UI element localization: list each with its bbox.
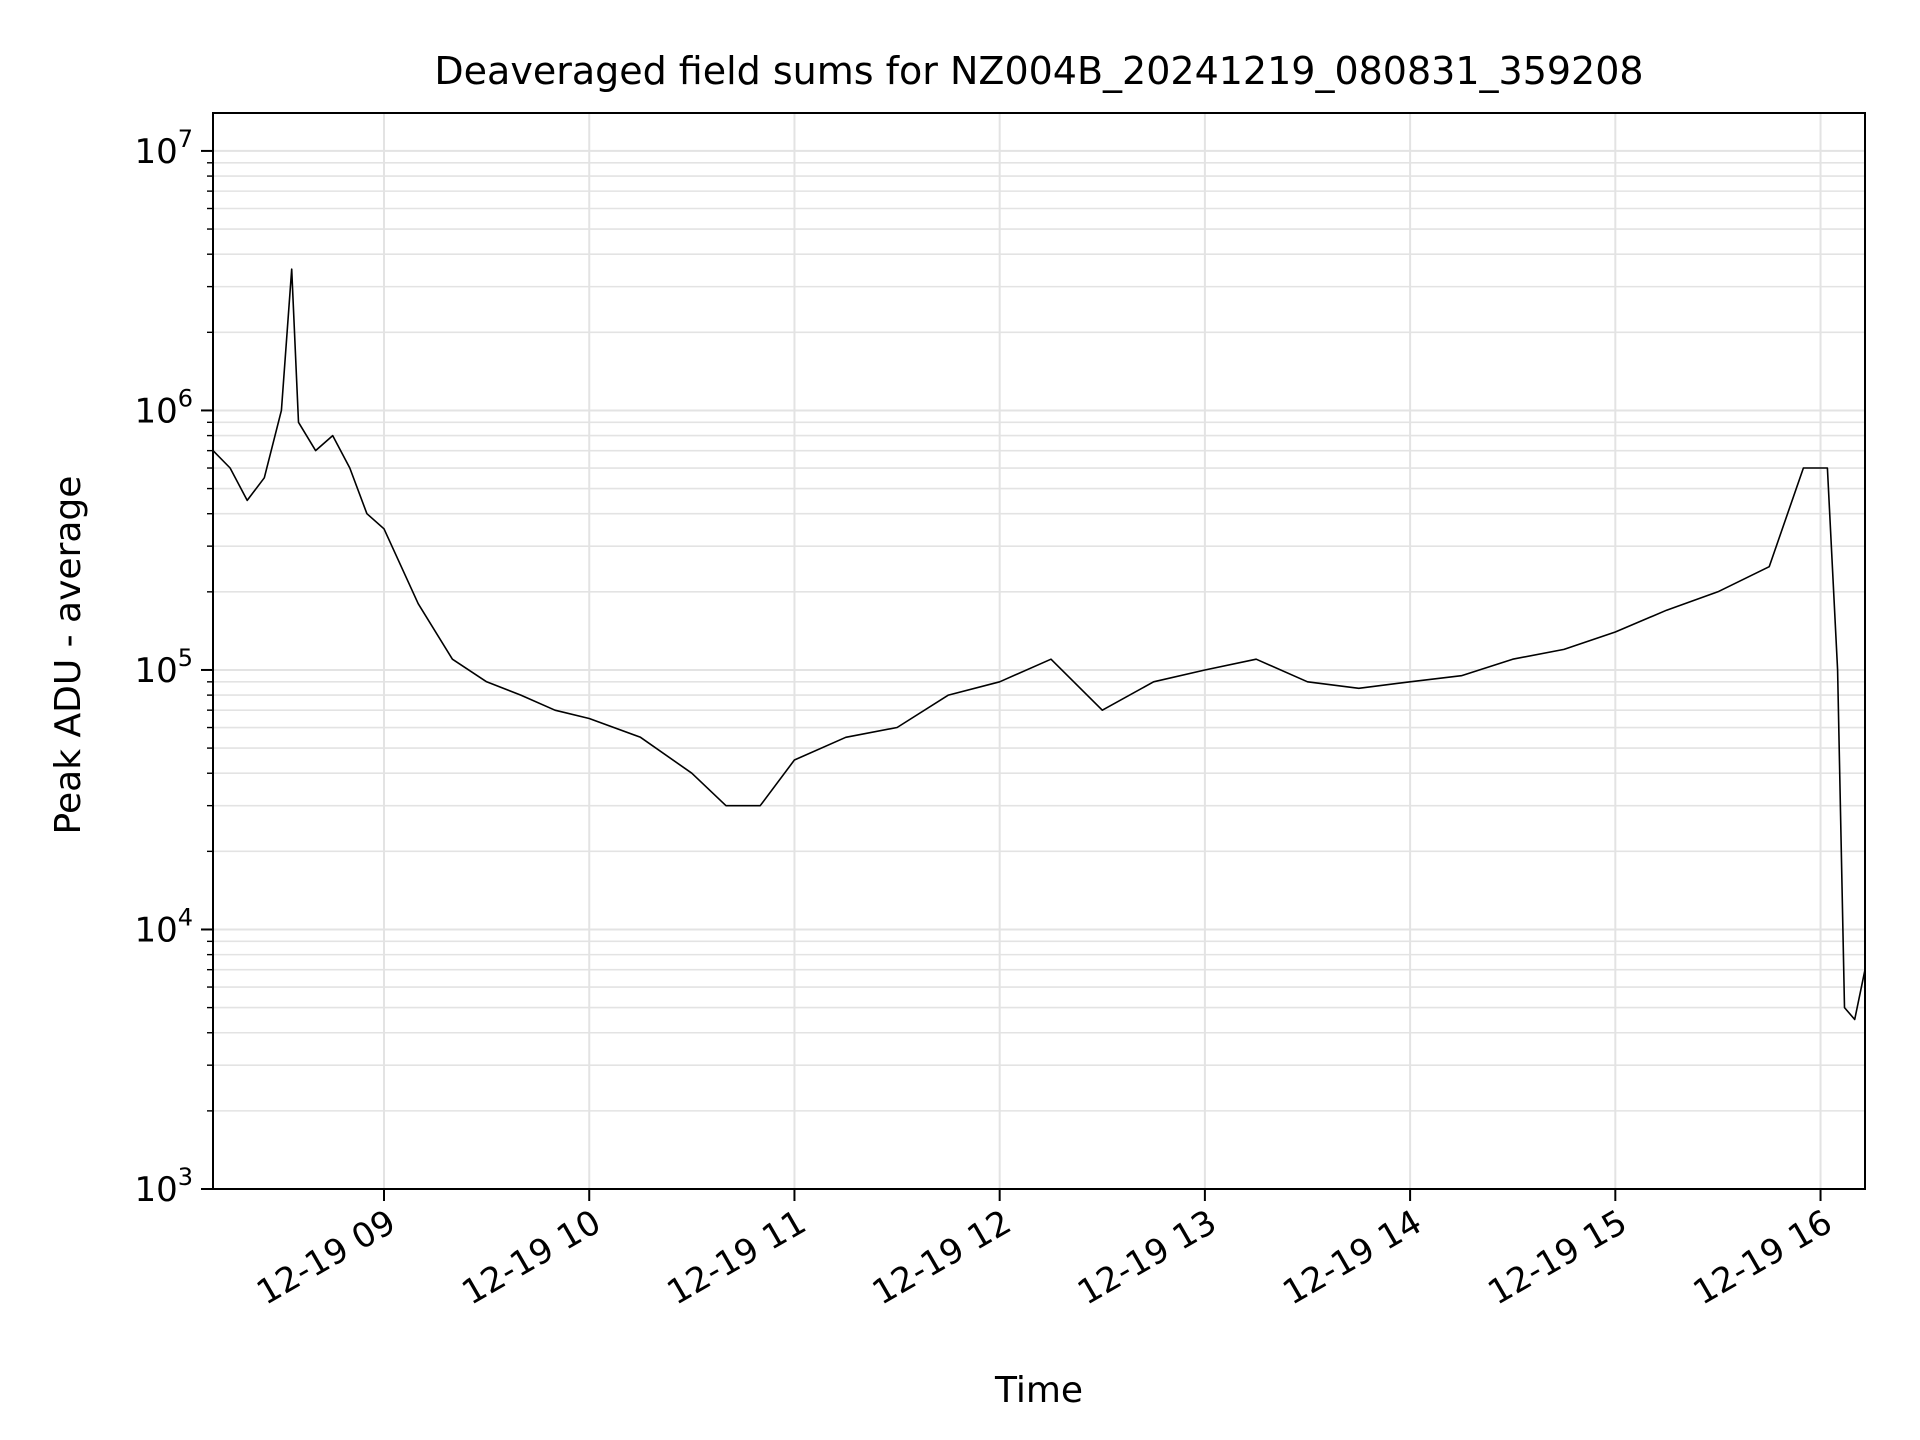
y-tick-label: 106: [134, 384, 193, 431]
x-axis-label: Time: [994, 1370, 1083, 1411]
y-tick-label: 105: [134, 644, 193, 691]
y-ticks: 103 104 105 106 107: [134, 125, 213, 1210]
y-tick-label: 107: [134, 125, 193, 172]
y-axis-label: Peak ADU - average: [48, 476, 89, 835]
chart-title: Deaveraged field sums for NZ004B_2024121…: [434, 49, 1643, 93]
y-tick-label: 103: [134, 1163, 193, 1210]
series-line: [212, 268, 1866, 1021]
series-layer: [212, 268, 1866, 1021]
y-tick-label: 104: [134, 903, 193, 950]
axes-frame: [212, 112, 1866, 1190]
